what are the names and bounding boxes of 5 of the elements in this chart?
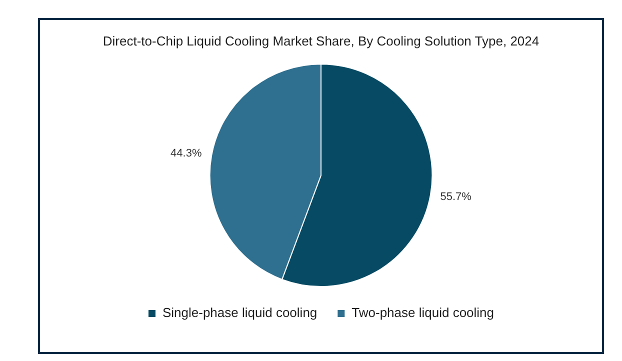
legend-label: Two-phase liquid cooling xyxy=(352,305,494,320)
chart-title: Direct-to-Chip Liquid Cooling Market Share, By Cooling Solution Type, 2024 xyxy=(102,33,540,48)
data-label: 55.7% xyxy=(440,190,472,203)
data-label: 44.3% xyxy=(170,148,202,160)
legend-label: Single-phase liquid cooling xyxy=(162,305,318,320)
